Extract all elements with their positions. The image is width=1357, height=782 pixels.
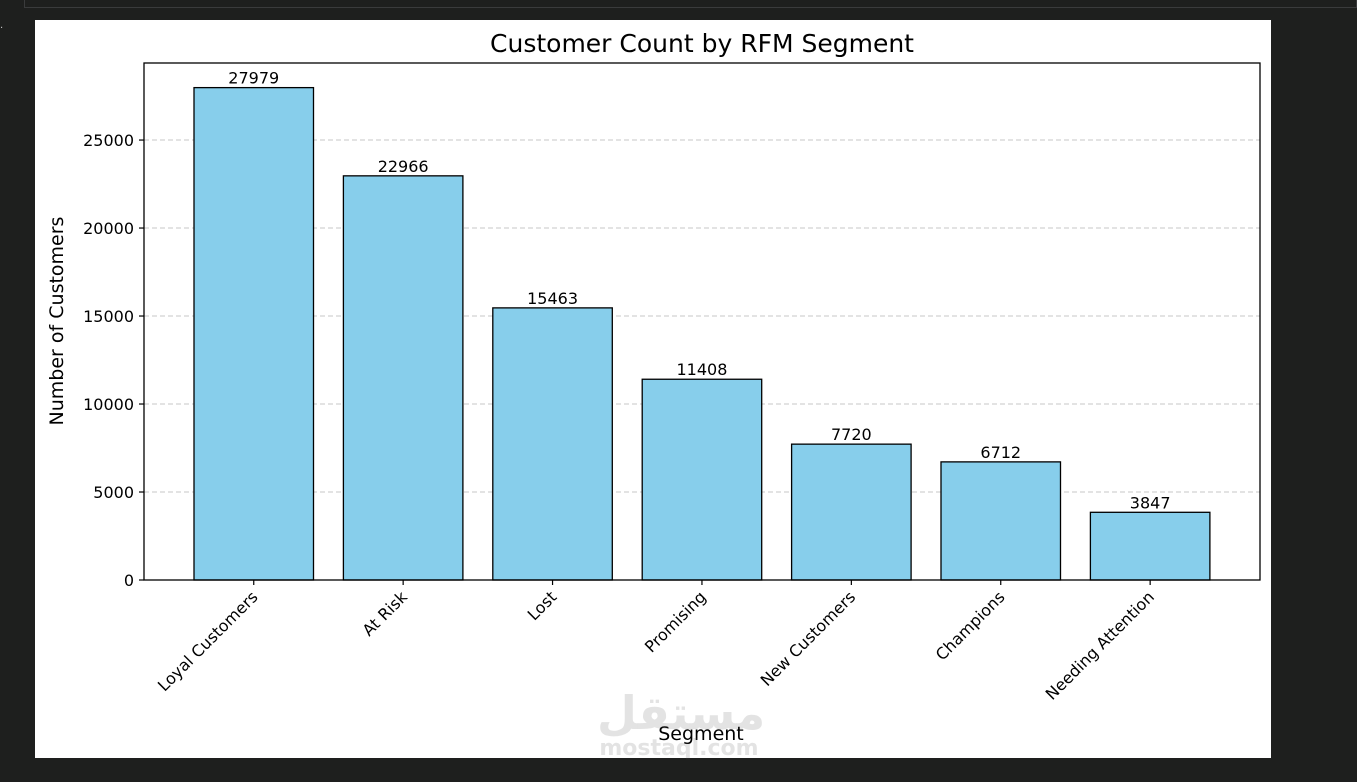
cell-output-marker: . [0,20,4,31]
chart-figure: Customer Count by RFM Segment 0 5000 10000… [35,20,1271,758]
chart-title: Customer Count by RFM Segment [490,29,914,58]
gridlines [144,139,1260,493]
bar [342,175,464,581]
bar-value-label: 27979 [228,69,279,88]
bar [193,86,315,581]
bar [492,307,613,581]
bar-value-label: 6712 [980,443,1021,462]
y-tick-label: 20000 [83,219,134,238]
bar [1089,511,1211,581]
y-tick-label: 5000 [93,483,134,502]
bar-value-label: 15463 [527,289,578,308]
x-tick-label: At Risk [359,587,412,640]
bar-value-label: 3847 [1130,493,1171,512]
bar-value-label: 22966 [378,157,429,176]
x-tick-label: Champions [932,587,1009,664]
notebook-cell-border [24,0,1357,8]
x-axis-label: Segment [658,723,744,745]
bar-value-label: 7720 [831,425,872,444]
y-tick-label: 15000 [83,307,134,326]
bar-chart: Customer Count by RFM Segment 0 5000 10000… [46,29,1261,745]
x-tick-label: Needing Attention [1042,587,1158,703]
x-tick-label: Loyal Customers [154,587,262,695]
x-axis-ticks: Loyal Customers At Risk Lost Promising New C… [154,580,1158,704]
bar [790,443,912,581]
y-tick-label: 0 [124,571,134,590]
x-tick-label: Promising [641,587,710,656]
bar [940,461,1062,581]
y-tick-label: 10000 [83,395,134,414]
y-axis-label: Number of Customers [46,217,68,426]
bar-value-labels: 27979 22966 15463 11408 7720 6712 3847 [228,69,1170,513]
bars [193,86,1211,581]
y-axis-ticks: 0 5000 10000 15000 20000 25000 [83,131,144,590]
x-tick-label: Lost [524,587,561,624]
bar-value-label: 11408 [676,360,727,379]
x-tick-label: New Customers [757,587,860,690]
y-tick-label: 25000 [83,131,134,150]
bar [641,378,763,581]
